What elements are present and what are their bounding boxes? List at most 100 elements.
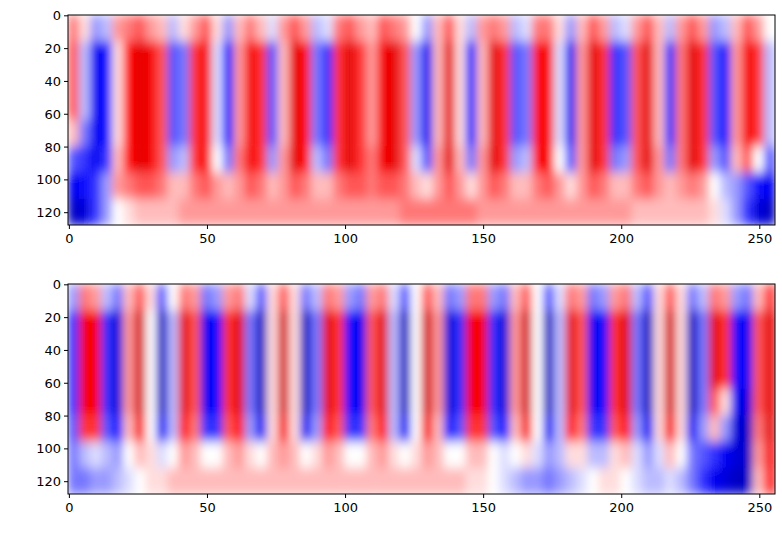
- heatmap-cell: [565, 284, 577, 311]
- heatmap-cell: [256, 120, 268, 147]
- heatmap-cell: [653, 120, 665, 147]
- x-tick-label: 100: [333, 500, 358, 515]
- heatmap-cell: [322, 415, 334, 442]
- heatmap-cell: [521, 442, 533, 469]
- heatmap-cell: [587, 468, 599, 494]
- heatmap-cell: [311, 415, 323, 442]
- heatmap-cell: [609, 310, 621, 337]
- heatmap-cell: [466, 199, 478, 225]
- heatmap-cell: [576, 173, 588, 200]
- heatmap-cell: [300, 363, 312, 390]
- heatmap-cell: [178, 337, 190, 364]
- heatmap-cell: [322, 68, 334, 95]
- heatmap-cell: [300, 41, 312, 68]
- heatmap-cell: [422, 337, 434, 364]
- heatmap-cell: [576, 120, 588, 147]
- heatmap-cell: [709, 120, 721, 147]
- heatmap-cell: [201, 442, 213, 469]
- heatmap-cell: [223, 415, 235, 442]
- heatmap-cell: [112, 415, 124, 442]
- heatmap-cell: [123, 415, 135, 442]
- heatmap-cell: [753, 173, 765, 200]
- heatmap-cell: [510, 389, 522, 416]
- heatmap-cell: [477, 94, 489, 121]
- heatmap-cell: [499, 68, 511, 95]
- heatmap-cell: [510, 363, 522, 390]
- heatmap-cell: [742, 468, 754, 494]
- heatmap-cell: [289, 41, 301, 68]
- heatmap-cell: [665, 468, 677, 494]
- heatmap-cell: [665, 363, 677, 390]
- heatmap-cell: [410, 363, 422, 390]
- heatmap-cell: [322, 310, 334, 337]
- heatmap-cell: [256, 199, 268, 225]
- heatmap-cell: [156, 363, 168, 390]
- heatmap-cell: [311, 468, 323, 494]
- heatmap-cell: [665, 199, 677, 225]
- heatmap-cell: [101, 389, 113, 416]
- heatmap-cell: [112, 15, 124, 42]
- heatmap-cell: [399, 68, 411, 95]
- heatmap-cell: [753, 442, 765, 469]
- heatmap-cell: [499, 442, 511, 469]
- heatmap-cell: [112, 120, 124, 147]
- heatmap-cell: [554, 310, 566, 337]
- heatmap-cell: [267, 442, 279, 469]
- heatmap-cell: [134, 363, 146, 390]
- heatmap-cell: [190, 15, 202, 42]
- heatmap-cell: [366, 442, 378, 469]
- heatmap-cell: [598, 41, 610, 68]
- heatmap-cell: [620, 41, 632, 68]
- heatmap-cell: [245, 68, 257, 95]
- heatmap-cell: [68, 363, 80, 390]
- y-tick-label: 120: [36, 205, 61, 220]
- axes-frame: [68, 15, 775, 225]
- heatmap-cell: [609, 199, 621, 225]
- heatmap-cell: [510, 94, 522, 121]
- heatmap-cell: [123, 442, 135, 469]
- heatmap-cell: [156, 389, 168, 416]
- x-tick: [69, 225, 70, 229]
- heatmap-cell: [167, 41, 179, 68]
- y-tick: [64, 114, 68, 115]
- heatmap-cell: [278, 310, 290, 337]
- heatmap-cell: [455, 389, 467, 416]
- heatmap-cell: [698, 415, 710, 442]
- heatmap-cell: [499, 199, 511, 225]
- heatmap-cell: [289, 415, 301, 442]
- heatmap-cell: [190, 415, 202, 442]
- heatmap-cell: [510, 15, 522, 42]
- heatmap-cell: [267, 41, 279, 68]
- heatmap-cell: [201, 146, 213, 173]
- heatmap-cell: [543, 337, 555, 364]
- y-tick: [64, 147, 68, 148]
- heatmap-cell: [565, 442, 577, 469]
- heatmap-cell: [68, 199, 80, 225]
- heatmap-cell: [543, 120, 555, 147]
- heatmap-cell: [399, 468, 411, 494]
- heatmap-cell: [256, 468, 268, 494]
- heatmap-cell: [720, 363, 732, 390]
- heatmap-cell: [709, 442, 721, 469]
- heatmap-cell: [112, 310, 124, 337]
- heatmap-cell: [156, 337, 168, 364]
- heatmap-cell: [488, 310, 500, 337]
- heatmap-cell: [156, 199, 168, 225]
- x-tick-label: 250: [747, 500, 772, 515]
- heatmap-cell: [68, 173, 80, 200]
- heatmap-cell: [687, 68, 699, 95]
- heatmap-cell: [731, 337, 743, 364]
- heatmap-cell: [322, 337, 334, 364]
- heatmap-cell: [178, 284, 190, 311]
- heatmap-cell: [720, 199, 732, 225]
- heatmap-cell: [620, 68, 632, 95]
- y-tick-label: 120: [36, 474, 61, 489]
- heatmap-cell: [687, 442, 699, 469]
- heatmap-cell: [576, 415, 588, 442]
- heatmap-cell: [101, 173, 113, 200]
- heatmap-cell: [587, 310, 599, 337]
- heatmap-cell: [167, 337, 179, 364]
- heatmap-cell: [322, 173, 334, 200]
- heatmap-cell: [355, 284, 367, 311]
- heatmap-cell: [377, 442, 389, 469]
